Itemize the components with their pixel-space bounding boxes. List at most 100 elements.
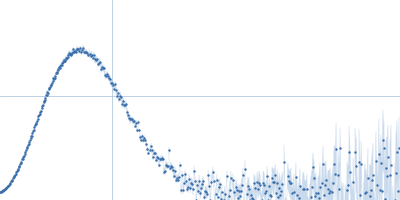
Point <box>158 158 164 161</box>
Point <box>142 139 149 142</box>
Point <box>90 54 97 57</box>
Point <box>192 180 198 183</box>
Point <box>222 192 228 195</box>
Point <box>84 51 91 55</box>
Point <box>172 169 178 172</box>
Point <box>0 190 4 193</box>
Point <box>27 139 33 142</box>
Point <box>24 145 30 148</box>
Point <box>55 68 61 72</box>
Point <box>62 59 68 62</box>
Point <box>376 152 382 155</box>
Point <box>110 83 116 86</box>
Point <box>28 135 34 138</box>
Point <box>210 180 217 183</box>
Point <box>357 194 364 197</box>
Point <box>396 146 400 149</box>
Point <box>378 161 384 164</box>
Point <box>384 174 390 178</box>
Point <box>162 169 168 172</box>
Point <box>203 191 210 194</box>
Point <box>395 189 400 192</box>
Point <box>43 94 49 97</box>
Point <box>1 188 8 191</box>
Point <box>376 188 383 192</box>
Point <box>75 48 82 51</box>
Point <box>309 186 315 189</box>
Point <box>156 163 162 166</box>
Point <box>60 60 67 63</box>
Point <box>149 156 156 159</box>
Point <box>15 167 21 170</box>
Point <box>294 194 300 197</box>
Point <box>74 48 80 51</box>
Point <box>36 114 42 117</box>
Point <box>51 76 58 79</box>
Point <box>383 166 389 169</box>
Point <box>96 60 103 63</box>
Point <box>255 187 261 191</box>
Point <box>7 181 14 184</box>
Point <box>30 128 37 131</box>
Point <box>26 140 32 144</box>
Point <box>24 147 30 150</box>
Point <box>96 61 102 64</box>
Point <box>300 187 306 190</box>
Point <box>127 118 133 121</box>
Point <box>152 158 159 162</box>
Point <box>268 194 274 197</box>
Point <box>91 58 98 61</box>
Point <box>45 92 51 95</box>
Point <box>70 50 76 54</box>
Point <box>88 53 95 56</box>
Point <box>270 180 276 183</box>
Point <box>105 74 111 78</box>
Point <box>0 190 4 194</box>
Point <box>216 182 223 186</box>
Point <box>44 93 50 96</box>
Point <box>275 196 282 199</box>
Point <box>3 186 9 190</box>
Point <box>92 58 99 61</box>
Point <box>245 184 251 188</box>
Point <box>235 197 241 200</box>
Point <box>120 100 126 103</box>
Point <box>14 170 20 173</box>
Point <box>388 163 394 166</box>
Point <box>118 95 124 99</box>
Point <box>86 52 93 55</box>
Point <box>64 55 71 58</box>
Point <box>181 182 187 185</box>
Point <box>281 161 288 164</box>
Point <box>42 99 48 102</box>
Point <box>244 193 250 196</box>
Point <box>196 179 202 182</box>
Point <box>387 173 393 176</box>
Point <box>366 195 373 198</box>
Point <box>121 103 127 106</box>
Point <box>252 187 258 190</box>
Point <box>40 103 46 106</box>
Point <box>374 183 380 186</box>
Point <box>265 199 272 200</box>
Point <box>33 121 40 124</box>
Point <box>201 196 208 199</box>
Point <box>102 75 109 78</box>
Point <box>368 179 375 182</box>
Point <box>50 77 56 80</box>
Point <box>73 50 79 54</box>
Point <box>239 184 245 187</box>
Point <box>40 101 47 104</box>
Point <box>273 191 280 194</box>
Point <box>34 119 40 122</box>
Point <box>362 190 369 193</box>
Point <box>30 130 36 133</box>
Point <box>122 104 128 107</box>
Point <box>18 161 24 164</box>
Point <box>98 68 104 71</box>
Point <box>51 77 57 80</box>
Point <box>279 183 286 186</box>
Point <box>336 187 342 191</box>
Point <box>83 50 90 53</box>
Point <box>107 78 113 81</box>
